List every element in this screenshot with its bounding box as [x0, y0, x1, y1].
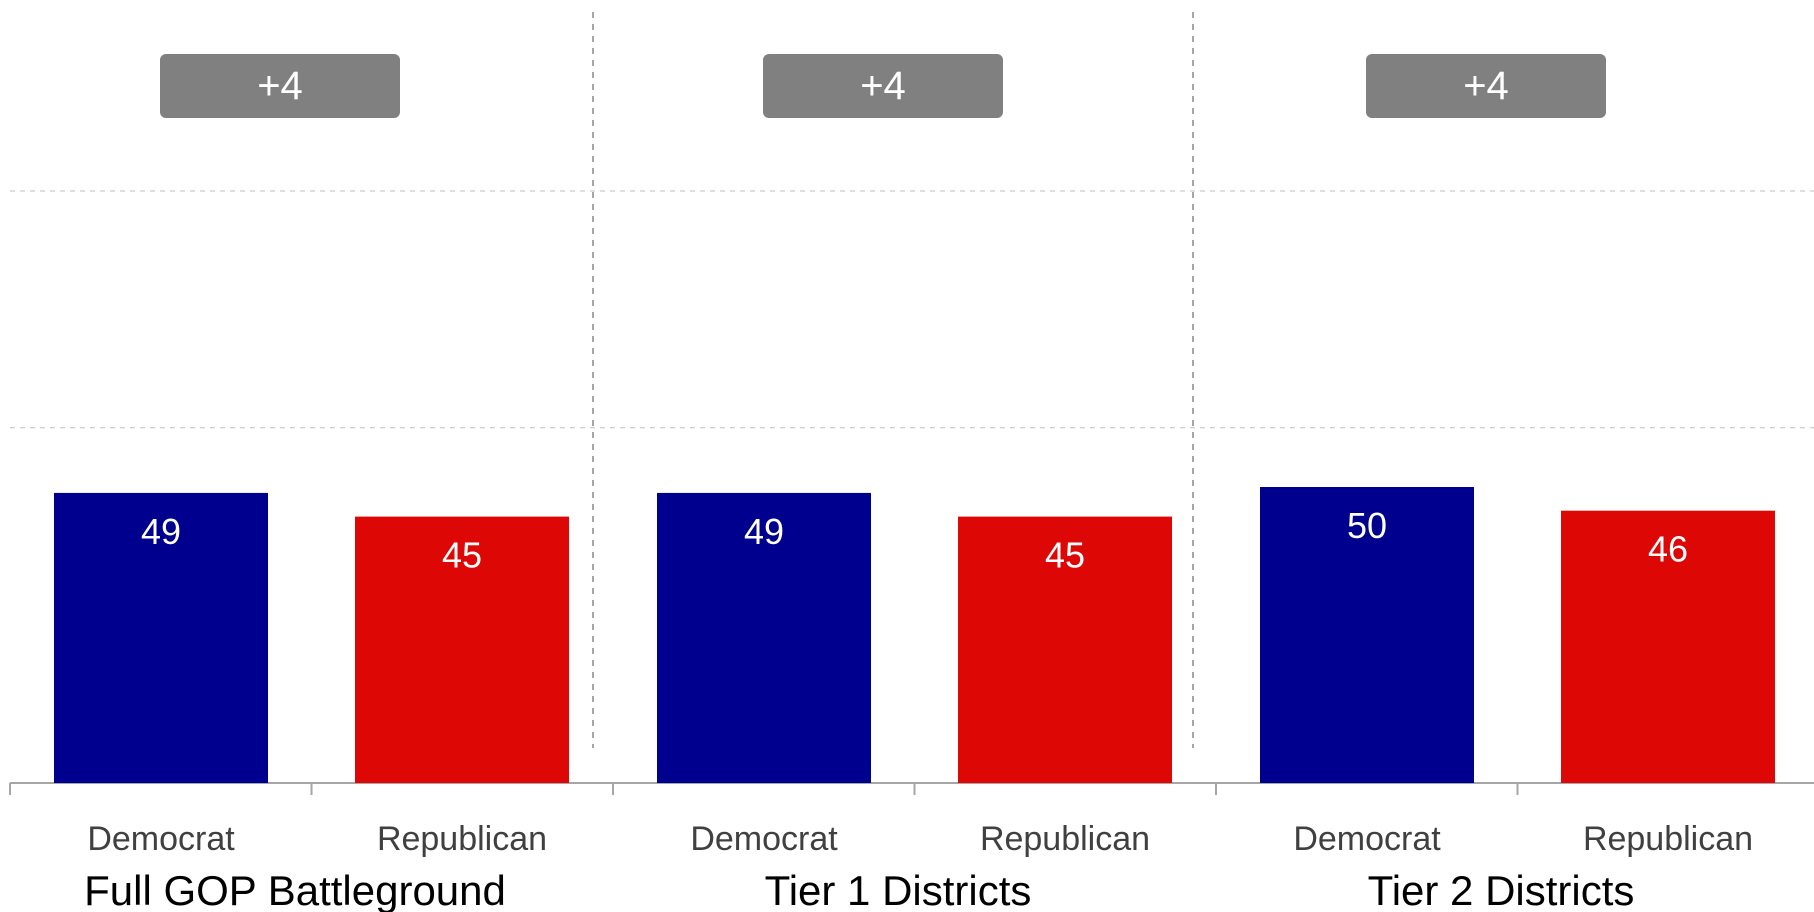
bar-republican: [355, 516, 569, 783]
bar-value-label: 46: [1648, 529, 1688, 570]
group-label: Full GOP Battleground: [84, 867, 506, 912]
category-tick-label: Republican: [377, 820, 547, 858]
group-label: Tier 2 Districts: [1368, 867, 1635, 912]
margin-badge-label: +4: [1463, 64, 1509, 108]
bar-republican: [1561, 510, 1775, 783]
bar-value-label: 45: [1045, 535, 1085, 576]
margin-badge: [763, 54, 1003, 118]
margin-badge: [1366, 54, 1606, 118]
category-tick-label: Democrat: [690, 820, 838, 858]
bar-democrat: [657, 492, 871, 783]
category-tick-label: Republican: [980, 820, 1150, 858]
category-tick-label: Republican: [1583, 820, 1753, 858]
bar-value-label: 45: [442, 535, 482, 576]
bar-democrat: [54, 492, 268, 783]
category-tick-label: Democrat: [87, 820, 235, 858]
bar-republican: [958, 516, 1172, 783]
bar-value-label: 49: [744, 511, 784, 552]
margin-badge-label: +4: [860, 64, 906, 108]
group-label: Tier 1 Districts: [765, 867, 1032, 912]
bar-value-label: 50: [1347, 505, 1387, 546]
category-tick-label: Democrat: [1293, 820, 1441, 858]
margin-badge-label: +4: [257, 64, 303, 108]
bar-democrat: [1260, 487, 1474, 783]
margin-badge: [160, 54, 400, 118]
bar-value-label: 49: [141, 511, 181, 552]
